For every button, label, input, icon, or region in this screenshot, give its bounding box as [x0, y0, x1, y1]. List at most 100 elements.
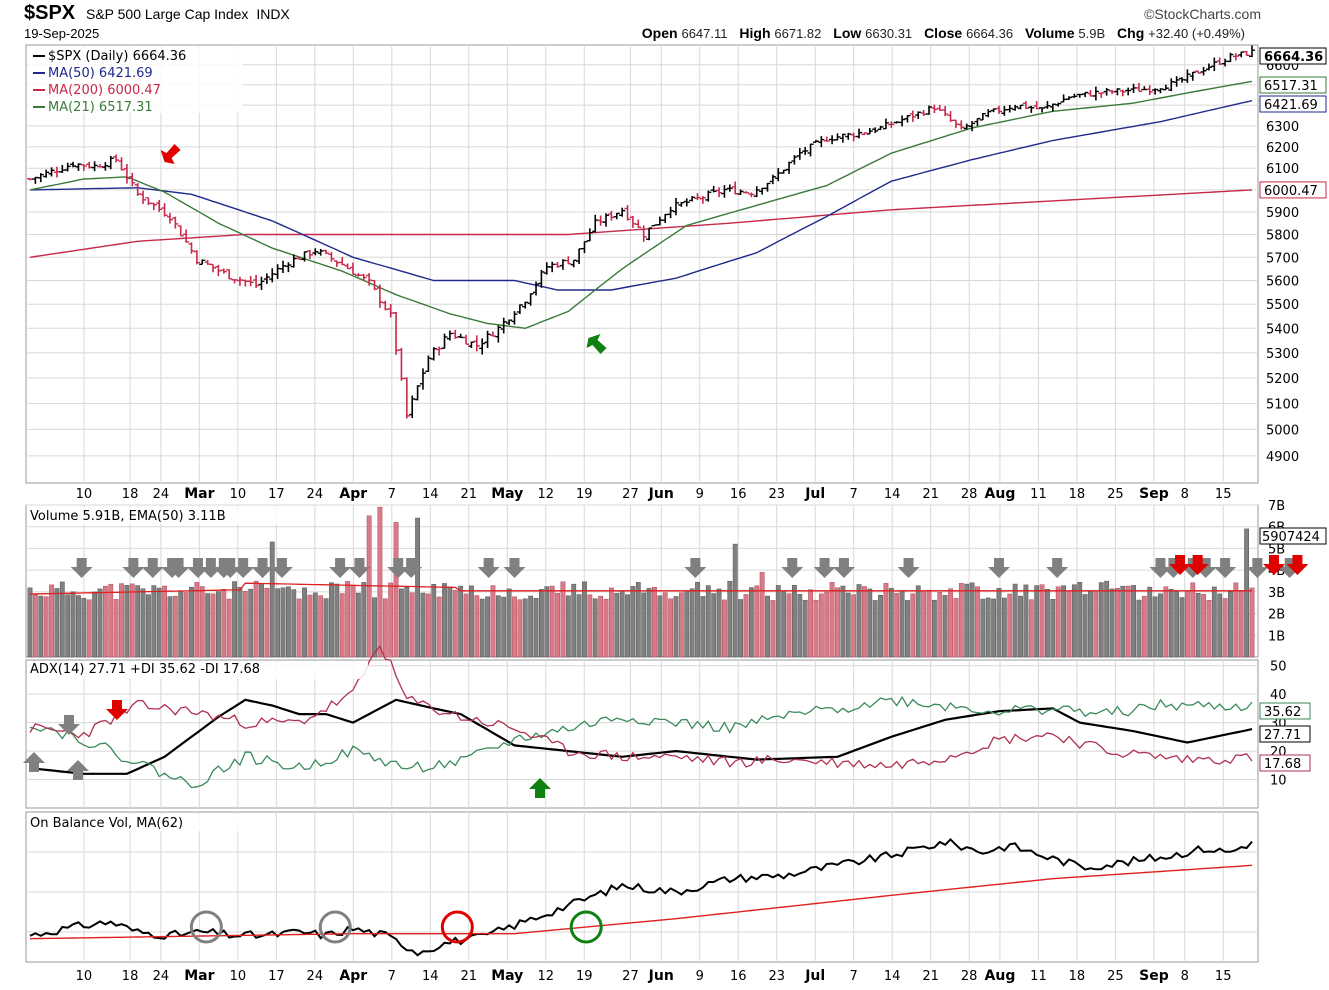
volume-bar: [646, 588, 652, 658]
ohlc-bar: [721, 185, 728, 198]
ohlc-readout: Open 6647.11 High 6671.82 Low 6630.31 Cl…: [634, 25, 1245, 41]
x-tick-label-bottom: 18: [1069, 969, 1086, 984]
volume-bar: [775, 585, 781, 658]
volume-bar: [1249, 587, 1255, 658]
volume-bar: [404, 586, 410, 658]
volume-bar: [1034, 585, 1040, 658]
volume-bar: [673, 596, 679, 658]
x-tick-label: 24: [307, 487, 324, 502]
volume-gray-arrow: [477, 558, 500, 578]
volume-gray-arrow: [141, 558, 164, 578]
volume-bar: [576, 594, 582, 658]
x-tick-label: 11: [1030, 487, 1047, 502]
volume-bar: [1104, 580, 1110, 658]
volume-red-arrow: [1169, 555, 1192, 575]
ohlc-bar: [247, 275, 254, 287]
ohlc-bar: [823, 136, 830, 142]
volume-bar: [603, 598, 609, 658]
ohlc-bar: [1162, 84, 1169, 91]
x-tick-label-bottom: 21: [922, 969, 939, 984]
x-tick-label-bottom: 24: [153, 969, 170, 984]
volume-bar: [592, 598, 598, 658]
adx-legend-bg: [28, 662, 368, 679]
volume-bar: [1211, 586, 1217, 658]
volume-bar: [1115, 587, 1120, 658]
ohlc-bar: [565, 256, 572, 265]
volume-bar: [264, 587, 270, 658]
volume-bar: [210, 593, 216, 658]
ohlc-bar: [339, 257, 346, 266]
ohlc-bar: [909, 110, 916, 122]
volume-gray-arrow: [232, 558, 255, 578]
ohlc-bar: [1055, 102, 1062, 107]
low-value: 6630.31: [865, 26, 913, 41]
ohlc-bar: [1243, 50, 1250, 56]
volume-red-arrow: [1286, 555, 1309, 575]
ohlc-bar: [113, 154, 120, 163]
volume-bar: [248, 588, 254, 658]
volume-bar: [393, 522, 399, 658]
ohlc-bar: [570, 259, 577, 268]
ohlc-bar: [360, 273, 367, 282]
x-tick-label-bottom: 27: [622, 969, 639, 984]
ohlc-bar: [349, 262, 356, 275]
volume-bar: [146, 594, 151, 658]
x-tick-label: 10: [230, 487, 247, 502]
adx-series-0: [29, 698, 1253, 775]
x-tick-label-bottom: 23: [768, 969, 785, 984]
ohlc-bar: [926, 105, 933, 115]
x-tick-label: Jul: [804, 486, 825, 502]
obv-series-1: [29, 864, 1253, 940]
volume-bar: [205, 593, 211, 658]
x-tick-label-bottom: May: [491, 968, 523, 984]
obv-series-0: [29, 837, 1253, 957]
ohlc-bar: [1017, 104, 1024, 110]
volume-bar: [1238, 590, 1244, 658]
ohlc-bar: [1006, 104, 1013, 113]
ohlc-bar: [323, 249, 330, 255]
price-right-label: 6421.69: [1264, 98, 1318, 113]
x-tick-label: Jun: [648, 486, 674, 502]
x-tick-label-bottom: 9: [696, 969, 704, 984]
x-tick-label: 7: [388, 487, 396, 502]
volume-bar: [479, 598, 485, 658]
volume-gray-arrow: [270, 558, 293, 578]
ohlc-bar: [845, 132, 852, 140]
ohlc-bar: [1071, 93, 1078, 98]
volume-bar: [463, 593, 469, 658]
x-tick-label: 27: [622, 487, 639, 502]
volume-bar: [199, 586, 205, 658]
x-tick-label: 28: [961, 487, 978, 502]
volume-gray-arrow: [781, 558, 804, 578]
ohlc-bar: [48, 167, 55, 177]
price-tick-label: 5000: [1266, 423, 1299, 438]
ohlc-bar: [177, 225, 184, 237]
volume-bar: [285, 586, 291, 658]
volume-bar: [280, 587, 286, 658]
ohlc-bar: [220, 268, 227, 274]
volume-bar: [851, 594, 857, 658]
ohlc-bar: [1098, 92, 1105, 98]
volume-value: 5.9B: [1078, 26, 1106, 41]
volume-bar: [888, 588, 894, 658]
price-tick-label: 5200: [1266, 372, 1299, 387]
obv-legend-bg: [28, 814, 263, 831]
adx-right-label-box: [1259, 702, 1311, 720]
volume-bar: [1050, 598, 1056, 658]
volume-bar: [942, 595, 948, 658]
volume-bar: [878, 595, 883, 658]
ohlc-bar: [812, 139, 819, 143]
volume-gray-arrow: [1278, 558, 1301, 578]
volume-bar: [355, 592, 361, 658]
volume-bar: [1007, 593, 1013, 658]
volume-bar: [452, 589, 458, 658]
ohlc-bar: [1103, 87, 1110, 96]
volume-bar: [43, 596, 49, 658]
price-right-label-box: [1259, 181, 1327, 199]
price-legend-entry: MA(21) 6517.31: [48, 100, 153, 115]
volume-tick-label: 5B: [1268, 542, 1285, 557]
ohlc-bar: [1211, 57, 1218, 72]
ohlc-bar: [129, 172, 136, 187]
x-tick-label-bottom: 14: [422, 969, 439, 984]
volume-bar: [49, 584, 54, 658]
